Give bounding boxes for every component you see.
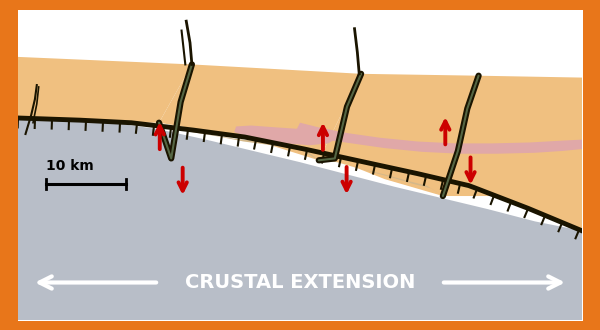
Text: CRUSTAL EXTENSION: CRUSTAL EXTENSION: [185, 273, 415, 292]
Polygon shape: [319, 10, 479, 196]
Polygon shape: [18, 118, 582, 320]
Polygon shape: [18, 10, 192, 123]
Polygon shape: [159, 10, 361, 160]
Text: 10 km: 10 km: [46, 158, 94, 173]
Polygon shape: [18, 10, 582, 78]
Polygon shape: [319, 160, 443, 196]
Polygon shape: [159, 123, 319, 160]
Polygon shape: [443, 10, 582, 231]
Polygon shape: [234, 125, 338, 145]
Polygon shape: [295, 123, 582, 154]
Polygon shape: [18, 245, 582, 320]
